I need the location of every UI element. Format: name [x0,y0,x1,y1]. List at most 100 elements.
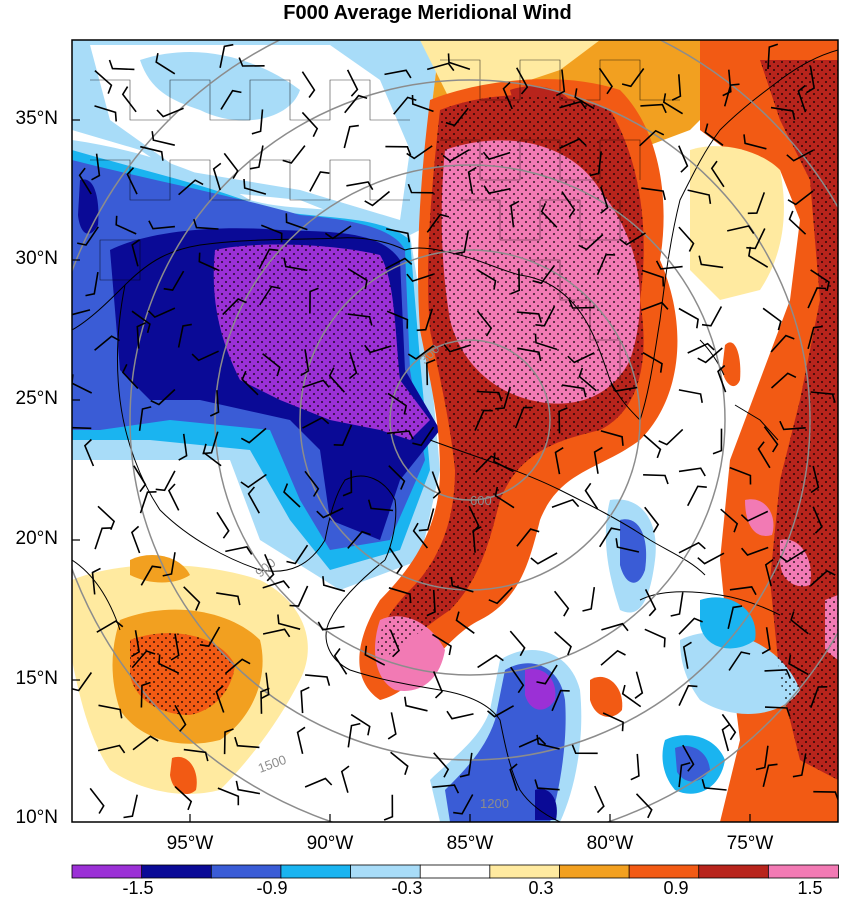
wind-barb [260,687,270,714]
wind-barb [474,409,493,431]
wind-barb [140,145,164,161]
wind-barb [148,220,175,230]
wind-barb [285,213,308,231]
lat-label: 30°N [15,248,58,269]
wind-barb [130,525,141,554]
wind-barb [406,273,434,283]
wind-barb [598,67,613,95]
colorbar-label: 0.3 [528,878,554,898]
wind-barb [328,367,345,393]
wind-barb [678,307,699,329]
wind-barb [678,617,703,635]
colorbar-label: -0.3 [391,878,423,898]
wind-barb [350,713,371,736]
wind-barb [222,298,247,316]
wind-barb [494,486,515,509]
wind-barb [344,94,368,114]
wind-barb [721,713,737,741]
wind-barb [167,483,180,511]
wind-barb [72,309,91,316]
wind-barb [596,253,616,276]
wind-barb [640,103,667,114]
wind-barb [476,390,503,402]
colorbar-swatch [767,864,839,879]
wind-barb [459,752,473,778]
wind-barb [482,151,511,161]
wind-barb [682,641,692,669]
wind-barb [386,228,411,243]
wind-barb [536,734,560,750]
wind-barb [406,145,433,160]
wind-barb [641,187,666,201]
colorbar-swatch [698,864,770,879]
wind-barb [630,753,640,781]
wind-barb [514,406,533,429]
colorbar-swatch [280,864,352,879]
wind-barb [407,345,435,360]
wind-barb [635,793,653,819]
wind-barb [426,62,455,72]
wind-barb [183,748,209,762]
wind-barb [158,654,180,674]
wind-barb [615,538,640,553]
wind-barb [561,384,587,398]
wind-barb [641,301,669,312]
wind-barb [283,257,308,272]
wind-barb [763,426,779,453]
wind-barb [720,508,739,533]
colorbar-swatch [141,864,213,879]
wind-barb [621,684,642,708]
wind-barb [94,70,113,94]
wind-barb [309,287,319,314]
wind-barb [247,486,260,514]
wind-barb [764,706,791,717]
wind-barb [212,162,222,191]
wind-barb [678,467,706,477]
wind-barb [412,426,435,447]
wind-barb [483,185,511,195]
wind-barb [728,651,751,671]
colorbar-swatch [350,864,422,879]
wind-barb [805,66,815,94]
wind-barb [416,308,434,332]
range-ring-label: 1200 [480,796,509,811]
wind-barb [261,224,283,243]
wind-barb [94,335,120,351]
wind-barb [779,549,807,563]
wind-barb [807,287,827,309]
wind-barb [510,268,521,295]
wind-barb [342,470,353,497]
wind-barb [810,269,830,292]
wind-barb [140,565,162,586]
wind-barb [761,627,771,655]
wind-barb [561,191,576,218]
wind-barb [388,587,412,604]
lat-label: 25°N [15,388,58,409]
wind-barb [687,189,712,205]
wind-barb [347,722,361,748]
colorbar-swatch [419,864,491,879]
wind-barb [147,307,176,319]
range-ring-label: 600 [470,493,492,508]
colorbar-label: -1.5 [122,878,154,898]
wind-barb [91,567,101,595]
wind-barb [138,406,152,431]
wind-barb [600,186,609,214]
wind-barb [682,744,695,772]
wind-barb [85,271,99,297]
wind-barb [215,685,225,713]
wind-barb [578,233,604,251]
wind-barb [131,650,156,669]
wind-barb [740,510,769,522]
wind-barb [387,392,408,415]
wind-barb [346,69,359,97]
shaded-wind-field: 300 600 900 1200 1500 [72,40,838,822]
wind-barb [644,506,660,533]
wind-barb [475,455,500,473]
wind-barb [559,100,587,110]
wind-barb [289,585,309,607]
wind-barb [515,67,529,95]
wind-barb [240,427,267,444]
wind-barb [364,190,391,207]
